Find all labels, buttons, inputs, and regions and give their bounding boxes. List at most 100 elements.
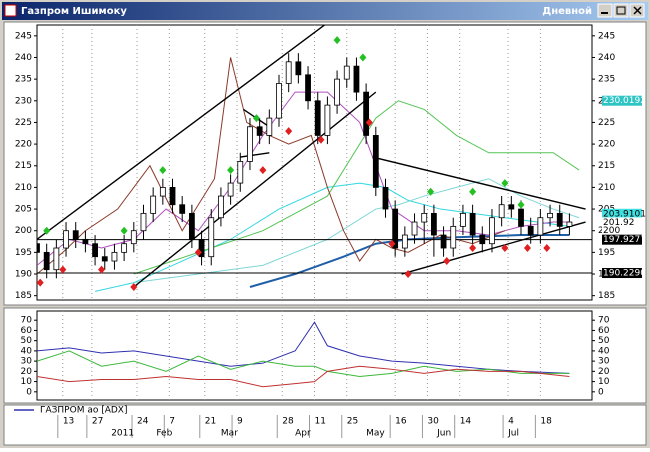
month-label: Mar (221, 429, 238, 439)
overlay-line (133, 178, 580, 284)
price-label-bg (602, 225, 642, 236)
candle-body (334, 78, 340, 106)
plot-layer (37, 311, 570, 400)
y-tick-label: 220 (15, 140, 32, 150)
price-label: 190.2290 (603, 269, 646, 279)
candle-body (324, 104, 331, 136)
candle-body (82, 238, 89, 245)
x-tick-label: 14 (460, 417, 472, 427)
candle-body (53, 247, 60, 271)
y-tick-label: 185 (598, 291, 615, 301)
month-label: Feb (156, 429, 172, 439)
candle-body (237, 161, 244, 184)
candle-body (43, 251, 50, 271)
candle-body (169, 187, 176, 206)
fractal-marker (98, 265, 106, 274)
candle-body (401, 234, 408, 249)
price-label: 230.0192 (603, 96, 646, 106)
price-label: 197.9277 (603, 235, 646, 245)
candle-body (256, 126, 263, 136)
main-panel (3, 21, 647, 306)
minimize-button[interactable] (597, 3, 613, 18)
y-tick-label: 70 (21, 316, 33, 326)
candle-body (198, 238, 205, 258)
price-label-bg (602, 268, 642, 279)
y-tick-label: 30 (21, 357, 33, 367)
candle-body (450, 225, 457, 249)
month-label: 2011 (111, 429, 134, 439)
fractal-marker (159, 166, 167, 175)
candle-body (111, 251, 118, 262)
x-tick-label: 28 (282, 417, 294, 427)
legend-label: ГАЗПРОМ ао [ADX] (40, 406, 127, 416)
x-tick-label: 11 (315, 417, 326, 427)
candle-body (247, 126, 253, 162)
fractal-marker (523, 244, 531, 253)
price-label: 200 (603, 226, 620, 236)
fractal-marker (388, 239, 396, 248)
x-tick-label: 25 (347, 417, 358, 427)
fractal-marker (443, 257, 451, 266)
x-tick-label: 13 (63, 417, 74, 427)
y-tick-label: 215 (15, 161, 32, 171)
y-tick-label: 20 (598, 367, 610, 377)
candle-body (508, 204, 515, 210)
candle-body (479, 234, 486, 245)
app-icon (4, 4, 17, 17)
candle-body (295, 61, 302, 76)
y-tick-label: 225 (598, 118, 615, 128)
y-tick-label: 60 (598, 326, 610, 336)
candle-body (372, 135, 379, 188)
trend-line (133, 91, 377, 288)
x-tick-label: 30 (427, 417, 439, 427)
timeframe: Дневной (542, 6, 592, 17)
fractal-marker (427, 187, 435, 196)
fractal-marker (227, 166, 235, 175)
adx-panel (3, 307, 647, 404)
y-tick-label: 50 (598, 336, 610, 346)
candle-body (150, 195, 157, 214)
candle-body (440, 234, 447, 249)
candle-body (556, 212, 563, 227)
candle-body (392, 208, 399, 249)
candle-body (489, 217, 495, 245)
y-tick-label: 210 (598, 183, 615, 193)
candle-body (430, 212, 437, 236)
x-tick-label: 9 (237, 417, 243, 427)
y-tick-label: 50 (21, 336, 33, 346)
candle-body (72, 230, 79, 240)
x-tick-label: 7 (169, 417, 175, 427)
fractal-marker (252, 114, 260, 123)
candle-body (63, 230, 69, 249)
candle-body (179, 204, 186, 214)
y-tick-label: 30 (598, 357, 610, 367)
candle-body (343, 65, 350, 80)
fractal-marker (43, 226, 51, 235)
fractal-marker (501, 244, 509, 253)
y-tick-label: 0 (26, 387, 32, 397)
y-tick-label: 240 (598, 53, 615, 63)
maximize-button[interactable] (613, 3, 629, 18)
candle-body (547, 212, 553, 219)
candle-body (92, 243, 98, 258)
x-tick-label: 21 (205, 417, 216, 427)
candle-body (140, 212, 147, 232)
candle-body (208, 217, 215, 258)
y-tick-label: 235 (598, 75, 615, 85)
candle-body (527, 225, 534, 236)
candle-body (498, 204, 505, 219)
y-tick-label: 195 (598, 248, 615, 258)
window-buttons (597, 3, 645, 18)
candle-body (314, 100, 321, 136)
y-tick-label: 60 (21, 326, 33, 336)
fractal-marker (259, 166, 267, 175)
fractal-marker (365, 118, 373, 127)
candle-body (285, 61, 292, 84)
axis-panel (3, 404, 647, 446)
y-tick-label: 245 (15, 31, 32, 41)
trend-line (372, 156, 586, 210)
y-tick-label: 225 (15, 118, 32, 128)
trend-line (37, 25, 326, 240)
month-label: Jul (507, 429, 519, 439)
